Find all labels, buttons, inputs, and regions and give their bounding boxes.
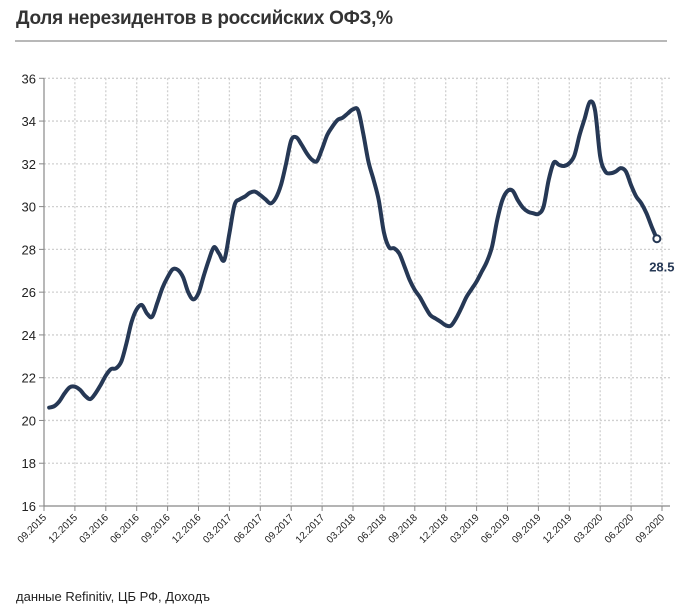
x-tick-label: 09.2015 bbox=[16, 512, 50, 546]
y-tick-label: 18 bbox=[22, 456, 36, 471]
data-label: 28.5 bbox=[649, 260, 674, 275]
y-tick-label: 16 bbox=[22, 499, 36, 514]
x-tick-label: 09.2018 bbox=[387, 512, 421, 546]
x-tick-label: 03.2017 bbox=[201, 512, 235, 546]
x-tick-label: 06.2016 bbox=[108, 512, 142, 546]
line-chart: 161820222426283032343609.201512.201503.2… bbox=[16, 71, 675, 546]
x-tick-label: 09.2017 bbox=[263, 512, 297, 546]
x-tick-label: 06.2018 bbox=[356, 512, 390, 546]
x-tick-label: 03.2020 bbox=[572, 512, 606, 546]
x-tick-label: 03.2018 bbox=[325, 512, 359, 546]
y-tick-label: 22 bbox=[22, 371, 36, 386]
series-line bbox=[47, 99, 659, 410]
y-tick-label: 26 bbox=[22, 285, 36, 300]
y-tick-label: 24 bbox=[22, 328, 36, 343]
end-point-marker bbox=[652, 234, 662, 244]
y-tick-label: 34 bbox=[22, 114, 36, 129]
y-tick-label: 32 bbox=[22, 157, 36, 172]
chart-title: Доля нерезидентов в российских ОФЗ,% bbox=[16, 8, 393, 29]
x-tick-label: 06.2017 bbox=[232, 512, 266, 546]
x-tick-label: 12.2018 bbox=[417, 512, 451, 546]
x-tick-label: 06.2019 bbox=[479, 512, 513, 546]
x-tick-label: 12.2015 bbox=[47, 512, 81, 546]
x-tick-label: 09.2020 bbox=[634, 512, 668, 546]
y-tick-label: 36 bbox=[22, 71, 36, 86]
title-divider bbox=[15, 40, 667, 42]
x-tick-label: 12.2017 bbox=[294, 512, 328, 546]
x-tick-label: 03.2019 bbox=[448, 512, 482, 546]
x-tick-label: 12.2016 bbox=[170, 512, 204, 546]
y-tick-label: 20 bbox=[22, 413, 36, 428]
x-tick-label: 03.2016 bbox=[78, 512, 112, 546]
x-tick-label: 09.2019 bbox=[510, 512, 544, 546]
x-tick-label: 09.2016 bbox=[139, 512, 173, 546]
source-note: данные Refinitiv, ЦБ РФ, Доходъ bbox=[16, 589, 211, 604]
x-tick-label: 12.2019 bbox=[541, 512, 575, 546]
y-tick-label: 28 bbox=[22, 242, 36, 257]
x-tick-label: 06.2020 bbox=[603, 512, 637, 546]
y-tick-label: 30 bbox=[22, 200, 36, 215]
